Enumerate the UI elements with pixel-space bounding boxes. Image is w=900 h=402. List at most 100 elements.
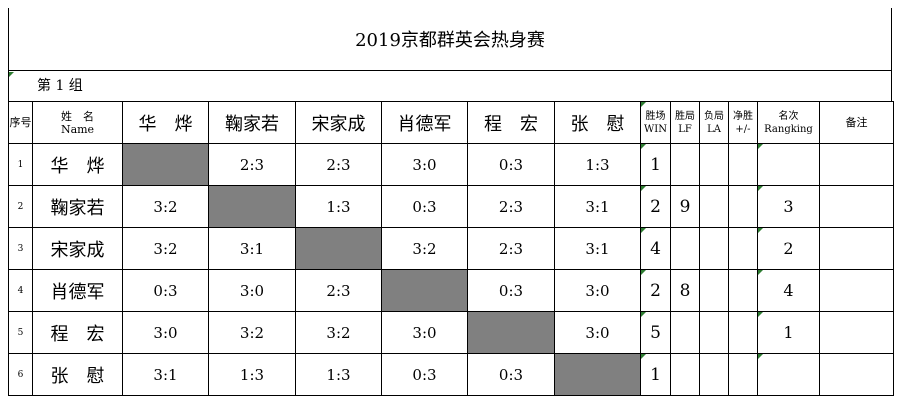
header-player-5: 程 宏 xyxy=(467,101,555,144)
rank-cell xyxy=(757,353,820,396)
match-score-cell: 0:3 xyxy=(122,269,209,312)
win-count-cell: 2 xyxy=(640,185,671,228)
row-player-name: 肖德军 xyxy=(32,269,123,312)
header-net-en: +/- xyxy=(735,123,751,135)
header-la: 负局 LA xyxy=(699,101,729,144)
net-cell xyxy=(728,143,758,186)
row-player-name: 张 慰 xyxy=(32,353,123,396)
header-name: 姓 名 Name xyxy=(32,101,123,144)
match-score-cell: 3:1 xyxy=(554,185,641,228)
win-count-cell: 5 xyxy=(640,311,671,354)
note-cell xyxy=(819,269,894,312)
games-won-cell xyxy=(670,311,700,354)
header-rank-cn: 名次 xyxy=(778,110,799,122)
self-match-cell xyxy=(295,227,382,270)
match-score-cell: 3:1 xyxy=(554,227,641,270)
row-index: 2 xyxy=(8,185,33,228)
games-lost-cell xyxy=(699,185,729,228)
table-row: 2 鞠家若 3:2 1:3 0:3 2:3 3:1 2 9 3 xyxy=(8,185,894,228)
match-score-cell: 3:2 xyxy=(295,311,382,354)
self-match-cell xyxy=(554,353,641,396)
match-score-cell: 3:0 xyxy=(122,311,209,354)
games-lost-cell xyxy=(699,143,729,186)
match-score-cell: 3:2 xyxy=(122,185,209,228)
net-cell xyxy=(728,353,758,396)
header-index: 序号 xyxy=(8,101,33,144)
header-la-en: LA xyxy=(707,123,721,135)
match-score-cell: 3:2 xyxy=(122,227,209,270)
games-lost-cell xyxy=(699,311,729,354)
header-rank-en: Rangking xyxy=(764,123,813,135)
match-score-cell: 3:0 xyxy=(554,269,641,312)
games-won-cell: 8 xyxy=(670,269,700,312)
match-score-cell: 1:3 xyxy=(295,353,382,396)
header-win-en: WIN xyxy=(644,123,667,135)
games-won-cell xyxy=(670,227,700,270)
header-name-en: Name xyxy=(60,122,95,136)
win-count-cell: 2 xyxy=(640,269,671,312)
match-score-cell: 3:0 xyxy=(208,269,296,312)
row-index: 5 xyxy=(8,311,33,354)
self-match-cell xyxy=(122,143,209,186)
cell-marker-icon xyxy=(9,72,14,77)
note-cell xyxy=(819,353,894,396)
row-player-name: 华 烨 xyxy=(32,143,123,186)
self-match-cell xyxy=(208,185,296,228)
header-lf-en: LF xyxy=(678,123,692,135)
row-index: 4 xyxy=(8,269,33,312)
rank-cell: 1 xyxy=(757,311,820,354)
header-player-1: 华 烨 xyxy=(122,101,209,144)
net-cell xyxy=(728,227,758,270)
games-lost-cell xyxy=(699,353,729,396)
table-row: 3 宋家成 3:2 3:1 3:2 2:3 3:1 4 2 xyxy=(8,227,894,270)
rank-cell xyxy=(757,143,820,186)
win-count-cell: 4 xyxy=(640,227,671,270)
match-score-cell: 0:3 xyxy=(467,353,555,396)
score-table: 序号 姓 名 Name 华 烨 鞠家若 宋家成 肖德军 程 宏 张 慰 胜场 W… xyxy=(8,101,894,396)
self-match-cell xyxy=(467,311,555,354)
match-score-cell: 2:3 xyxy=(295,269,382,312)
match-score-cell: 3:0 xyxy=(554,311,641,354)
header-player-4: 肖德军 xyxy=(381,101,468,144)
header-player-2: 鞠家若 xyxy=(208,101,296,144)
match-score-cell: 3:1 xyxy=(208,227,296,270)
match-score-cell: 0:3 xyxy=(467,269,555,312)
games-lost-cell xyxy=(699,269,729,312)
match-score-cell: 2:3 xyxy=(467,227,555,270)
row-player-name: 鞠家若 xyxy=(32,185,123,228)
header-net: 净胜 +/- xyxy=(728,101,758,144)
row-player-name: 宋家成 xyxy=(32,227,123,270)
net-cell xyxy=(728,311,758,354)
group-label: 第 1 组 xyxy=(8,71,892,101)
header-rank: 名次 Rangking xyxy=(757,101,820,144)
match-score-cell: 0:3 xyxy=(381,185,468,228)
header-player-6: 张 慰 xyxy=(554,101,641,144)
games-won-cell xyxy=(670,143,700,186)
note-cell xyxy=(819,143,894,186)
match-score-cell: 1:3 xyxy=(295,185,382,228)
header-lf-cn: 胜局 xyxy=(675,110,695,122)
match-score-cell: 1:3 xyxy=(208,353,296,396)
self-match-cell xyxy=(381,269,468,312)
match-score-cell: 2:3 xyxy=(467,185,555,228)
rank-cell: 2 xyxy=(757,227,820,270)
rank-cell: 4 xyxy=(757,269,820,312)
match-score-cell: 3:2 xyxy=(208,311,296,354)
match-score-cell: 3:0 xyxy=(381,311,468,354)
header-win: 胜场 WIN xyxy=(640,101,671,144)
note-cell xyxy=(819,311,894,354)
net-cell xyxy=(728,185,758,228)
match-score-cell: 2:3 xyxy=(208,143,296,186)
header-player-3: 宋家成 xyxy=(295,101,382,144)
win-count-cell: 1 xyxy=(640,353,671,396)
note-cell xyxy=(819,185,894,228)
match-score-cell: 0:3 xyxy=(381,353,468,396)
match-score-cell: 1:3 xyxy=(554,143,641,186)
row-index: 3 xyxy=(8,227,33,270)
match-score-cell: 0:3 xyxy=(467,143,555,186)
rank-cell: 3 xyxy=(757,185,820,228)
